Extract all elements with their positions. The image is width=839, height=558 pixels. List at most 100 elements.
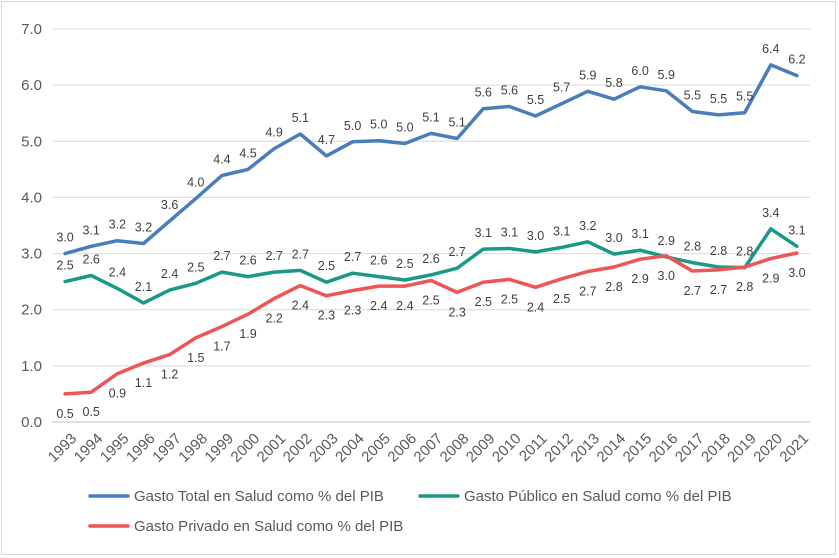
- series-line-1: [63, 63, 799, 256]
- data-label: 2.3: [344, 304, 361, 318]
- data-label: 2.8: [605, 280, 622, 294]
- data-label: 2.8: [736, 280, 753, 294]
- y-tick-label: 7.0: [21, 21, 42, 38]
- data-label: 2.9: [762, 272, 779, 286]
- data-label: 2.5: [475, 295, 492, 309]
- data-label: 2.6: [239, 254, 256, 268]
- series-line-3: [63, 251, 799, 396]
- data-label: 2.4: [527, 300, 544, 314]
- data-label: 2.6: [83, 252, 100, 266]
- data-label: 3.2: [109, 218, 126, 232]
- x-tick-label: 2017: [672, 430, 708, 466]
- y-tick-label: 3.0: [21, 246, 42, 263]
- data-label: 2.7: [265, 249, 282, 263]
- data-label: 2.9: [658, 234, 675, 248]
- y-tick-label: 0.0: [21, 414, 42, 431]
- data-label: 5.1: [292, 111, 309, 125]
- x-tick-label: 1993: [45, 430, 81, 466]
- data-label: 5.1: [422, 110, 439, 124]
- data-label: 4.9: [265, 126, 282, 140]
- data-label: 0.9: [109, 387, 126, 401]
- data-label: 2.7: [579, 285, 596, 299]
- data-label: 2.5: [501, 292, 518, 306]
- data-label: 4.7: [318, 133, 335, 147]
- data-label: 5.0: [344, 119, 361, 133]
- legend-label: Gasto Privado en Salud como % del PIB: [134, 518, 403, 535]
- data-label: 2.9: [631, 272, 648, 286]
- x-tick-label: 2018: [698, 430, 734, 466]
- series-line-2: [63, 227, 799, 305]
- x-tick-label: 2020: [750, 430, 786, 466]
- x-tick-label: 2001: [254, 430, 290, 466]
- x-tick-label: 1994: [71, 430, 107, 466]
- data-label: 3.4: [762, 206, 779, 220]
- data-label: 2.5: [56, 259, 73, 273]
- y-tick-label: 2.0: [21, 302, 42, 319]
- data-label: 2.5: [318, 259, 335, 273]
- data-label: 2.5: [422, 294, 439, 308]
- data-label: 3.1: [788, 223, 805, 237]
- legend-label: Gasto Total en Salud como % del PIB: [134, 488, 384, 505]
- data-label: 4.5: [239, 146, 256, 160]
- x-tick-label: 1995: [97, 430, 133, 466]
- data-label: 3.0: [605, 231, 622, 245]
- x-tick-label: 2011: [516, 430, 551, 465]
- data-label: 3.1: [501, 226, 518, 240]
- data-label: 3.1: [83, 223, 100, 237]
- data-label: 5.5: [527, 93, 544, 107]
- data-label: 5.8: [605, 76, 622, 90]
- x-tick-label: 2006: [384, 430, 420, 466]
- data-label: 5.9: [658, 68, 675, 82]
- x-tick-label: 2007: [411, 430, 447, 466]
- x-tick-label: 2013: [567, 430, 603, 466]
- data-label: 4.4: [213, 153, 230, 167]
- data-label: 3.1: [553, 224, 570, 238]
- data-label: 2.7: [213, 249, 230, 263]
- data-label: 2.7: [344, 250, 361, 264]
- data-label: 2.5: [396, 257, 413, 271]
- x-tick-label: 2009: [463, 430, 499, 466]
- data-label: 1.7: [213, 340, 230, 354]
- data-label: 2.8: [736, 245, 753, 259]
- data-label: 3.2: [579, 219, 596, 233]
- data-label: 5.0: [370, 118, 387, 132]
- x-tick-label: 2003: [306, 430, 342, 466]
- data-label: 6.2: [788, 53, 805, 67]
- data-label: 6.4: [762, 42, 779, 56]
- data-label: 2.6: [422, 252, 439, 266]
- x-tick-label: 2021: [776, 430, 812, 466]
- x-tick-label: 2002: [280, 430, 316, 466]
- data-label: 3.0: [788, 266, 805, 280]
- data-label: 2.4: [370, 299, 387, 313]
- data-label: 2.2: [265, 311, 282, 325]
- y-tick-label: 4.0: [21, 189, 42, 206]
- data-label: 5.6: [475, 86, 492, 100]
- data-label: 2.6: [370, 254, 387, 268]
- data-label: 3.0: [56, 231, 73, 245]
- data-label: 2.4: [292, 299, 309, 313]
- data-label: 2.4: [396, 299, 413, 313]
- data-label: 2.1: [135, 280, 152, 294]
- data-label: 5.9: [579, 68, 596, 82]
- data-label: 0.5: [83, 405, 100, 419]
- data-label: 6.0: [631, 64, 648, 78]
- x-tick-label: 1998: [175, 430, 211, 466]
- data-label: 2.7: [292, 247, 309, 261]
- data-label: 1.2: [161, 368, 178, 382]
- data-label: 3.6: [161, 198, 178, 212]
- y-tick-label: 5.0: [21, 133, 42, 150]
- data-label: 2.5: [187, 260, 204, 274]
- data-label: 1.5: [187, 351, 204, 365]
- data-label: 2.5: [553, 292, 570, 306]
- data-label: 5.1: [448, 115, 465, 129]
- data-label: 3.1: [475, 226, 492, 240]
- data-label: 5.6: [501, 83, 518, 97]
- x-tick-label: 1997: [149, 430, 185, 466]
- data-label: 5.5: [684, 89, 701, 103]
- x-tick-label: 2019: [724, 430, 760, 466]
- data-label: 2.7: [448, 245, 465, 259]
- data-label: 1.1: [135, 376, 152, 390]
- data-label: 3.0: [527, 229, 544, 243]
- x-tick-label: 2004: [332, 430, 368, 466]
